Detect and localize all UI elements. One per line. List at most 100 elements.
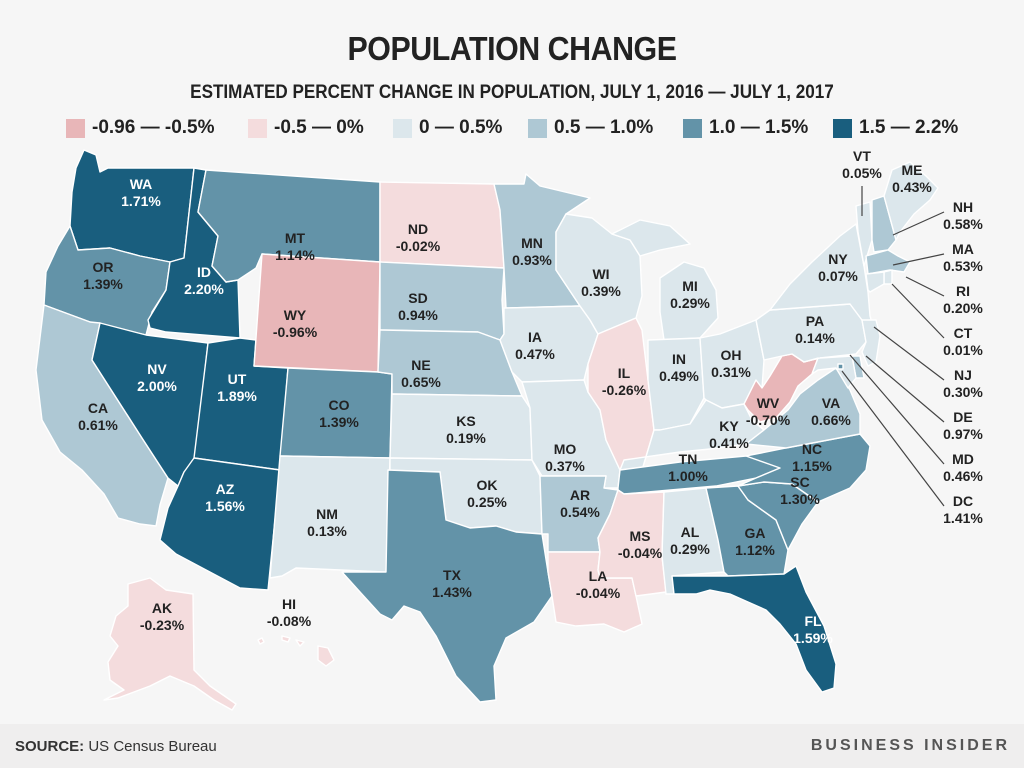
- legend-item: 0 — 0.5%: [393, 115, 502, 141]
- state-value-mn: 0.93%: [512, 252, 552, 268]
- state-vt: [855, 201, 873, 267]
- state-value-al: 0.29%: [670, 541, 710, 557]
- state-label-me: ME: [902, 162, 923, 178]
- leader-line-de: [865, 355, 945, 423]
- state-label-vt: VT: [853, 148, 871, 164]
- leader-line-ct: [891, 283, 945, 339]
- state-value-ok: 0.25%: [467, 494, 507, 510]
- page-title: POPULATION CHANGE: [347, 30, 677, 67]
- state-label-la: LA: [589, 568, 608, 584]
- state-value-ca: 0.61%: [78, 417, 118, 433]
- state-label-tn: TN: [679, 451, 698, 467]
- source-label: SOURCE:: [15, 738, 85, 755]
- footer: SOURCE: US Census Bureau BUSINESS INSIDE…: [0, 724, 1024, 768]
- state-label-nj: NJ: [954, 367, 972, 383]
- state-value-pa: 0.14%: [795, 330, 835, 346]
- state-ri: [883, 269, 893, 285]
- state-label-md: MD: [952, 451, 974, 467]
- legend-item: 1.5 — 2.2%: [833, 115, 958, 141]
- state-label-wa: WA: [130, 176, 153, 192]
- state-label-sc: SC: [790, 474, 809, 490]
- state-label-mi: MI: [682, 278, 698, 294]
- state-label-tx: TX: [443, 567, 462, 583]
- state-value-sd: 0.94%: [398, 307, 438, 323]
- state-me: [883, 161, 939, 241]
- state-value-il: -0.26%: [602, 382, 647, 398]
- leader-line-dc: [841, 370, 945, 507]
- state-value-nh: 0.58%: [943, 216, 983, 232]
- state-nj: [861, 319, 881, 367]
- state-wy: [253, 253, 381, 373]
- state-label-co: CO: [329, 397, 350, 413]
- state-value-mo: 0.37%: [545, 458, 585, 474]
- state-value-ar: 0.54%: [560, 504, 600, 520]
- state-ct: [865, 271, 885, 293]
- us-map: WA1.71%OR1.39%CA0.61%ID2.20%NV2.00% UT1.8…: [35, 148, 983, 711]
- state-label-ga: GA: [745, 525, 766, 541]
- state-label-sd: SD: [408, 290, 427, 306]
- state-sd: [379, 261, 505, 341]
- legend-item: 0.5 — 1.0%: [528, 115, 653, 141]
- state-tx: [341, 469, 553, 703]
- state-label-ny: NY: [828, 251, 848, 267]
- state-value-ut: 1.89%: [217, 388, 257, 404]
- state-ia: [499, 305, 599, 383]
- state-hi: [257, 635, 335, 667]
- state-label-az: AZ: [216, 481, 235, 497]
- state-dc: [837, 363, 844, 370]
- leader-line-md: [849, 354, 945, 465]
- state-value-wa: 1.71%: [121, 193, 161, 209]
- state-value-ny: 0.07%: [818, 268, 858, 284]
- state-value-va: 0.66%: [811, 412, 851, 428]
- state-value-ma: 0.53%: [943, 258, 983, 274]
- state-value-in: 0.49%: [659, 368, 699, 384]
- brand-logo: BUSINESS INSIDER: [810, 737, 1010, 754]
- state-value-ks: 0.19%: [446, 430, 486, 446]
- state-value-ri: 0.20%: [943, 300, 983, 316]
- state-label-ca: CA: [88, 400, 108, 416]
- state-value-oh: 0.31%: [711, 364, 751, 380]
- legend-label: -0.5 — 0%: [274, 117, 364, 138]
- state-label-nv: NV: [147, 361, 167, 377]
- state-value-mi: 0.29%: [670, 295, 710, 311]
- state-label-id: ID: [197, 264, 211, 280]
- state-value-nv: 2.00%: [137, 378, 177, 394]
- state-label-ct: CT: [954, 325, 973, 341]
- state-ak: [103, 577, 237, 711]
- source-note: SOURCE: US Census Bureau: [15, 738, 217, 755]
- source-text: US Census Bureau: [88, 738, 217, 755]
- state-label-nd: ND: [408, 221, 428, 237]
- state-label-ms: MS: [630, 528, 651, 544]
- state-label-ma: MA: [952, 241, 974, 257]
- state-label-in: IN: [672, 351, 686, 367]
- state-value-nj: 0.30%: [943, 384, 983, 400]
- state-label-wv: WV: [757, 395, 780, 411]
- state-value-az: 1.56%: [205, 498, 245, 514]
- state-value-ia: 0.47%: [515, 346, 555, 362]
- state-label-oh: OH: [721, 347, 742, 363]
- legend-label: 0 — 0.5%: [419, 117, 503, 138]
- state-label-ut: UT: [228, 371, 247, 387]
- state-value-ky: 0.41%: [709, 435, 749, 451]
- state-value-dc: 1.41%: [943, 510, 983, 526]
- state-label-ia: IA: [528, 329, 542, 345]
- state-label-mn: MN: [521, 235, 543, 251]
- state-value-mt: 1.14%: [275, 247, 315, 263]
- state-value-ga: 1.12%: [735, 542, 775, 558]
- state-label-wi: WI: [592, 266, 609, 282]
- legend-swatch: [683, 118, 702, 138]
- legend-swatch: [393, 118, 412, 138]
- state-label-va: VA: [822, 395, 840, 411]
- state-value-ak: -0.23%: [140, 617, 185, 633]
- state-value-hi: -0.08%: [267, 613, 312, 629]
- state-mi: [611, 219, 719, 341]
- leader-line-nh: [892, 211, 945, 236]
- state-value-de: 0.97%: [943, 426, 983, 442]
- state-label-ks: KS: [456, 413, 475, 429]
- state-label-ok: OK: [477, 477, 498, 493]
- leader-line-ma: [892, 253, 945, 266]
- state-label-al: AL: [681, 524, 700, 540]
- state-value-tx: 1.43%: [432, 584, 472, 600]
- legend-item: 1.0 — 1.5%: [683, 115, 808, 141]
- legend-swatch: [66, 118, 85, 138]
